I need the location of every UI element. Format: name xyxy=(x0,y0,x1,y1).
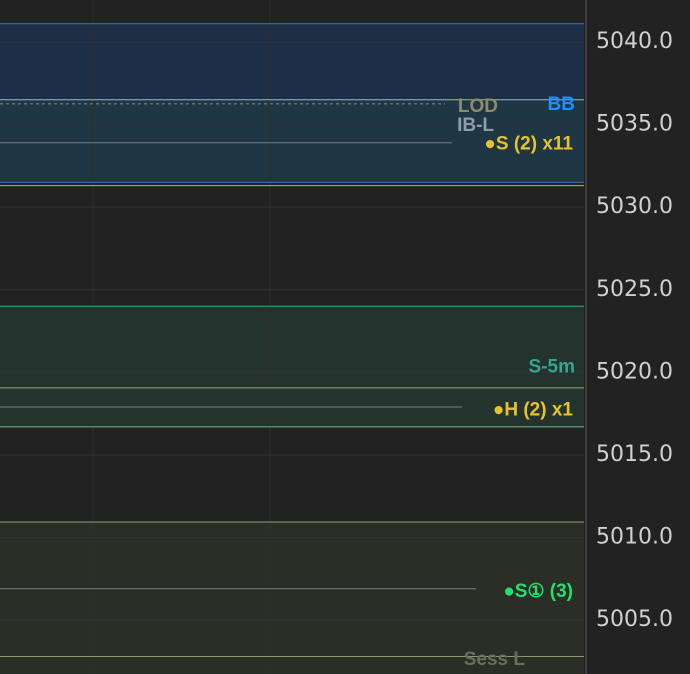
level-label: ●H (2) x1 xyxy=(493,399,574,420)
level-label: LOD xyxy=(458,96,498,117)
level-label: ●S (2) x11 xyxy=(484,133,573,154)
level-label: S-5m xyxy=(529,356,575,377)
zone xyxy=(0,522,584,674)
y-tick-label: 5035.0 xyxy=(596,112,673,137)
y-tick-label: 5010.0 xyxy=(596,525,673,550)
y-tick-label: 5005.0 xyxy=(596,607,673,632)
zone xyxy=(0,99,584,183)
level-label: BB xyxy=(548,94,575,115)
level-label: ●S① (3) xyxy=(503,581,573,602)
y-tick-label: 5020.0 xyxy=(596,359,673,384)
y-tick-label: 5030.0 xyxy=(596,194,673,219)
zone xyxy=(0,23,584,100)
level-label: IB-L xyxy=(457,115,494,136)
y-tick-label: 5015.0 xyxy=(596,442,673,467)
level-label: Sess L xyxy=(464,649,526,670)
y-tick-label: 5025.0 xyxy=(596,277,673,302)
y-tick-label: 5040.0 xyxy=(596,29,673,54)
